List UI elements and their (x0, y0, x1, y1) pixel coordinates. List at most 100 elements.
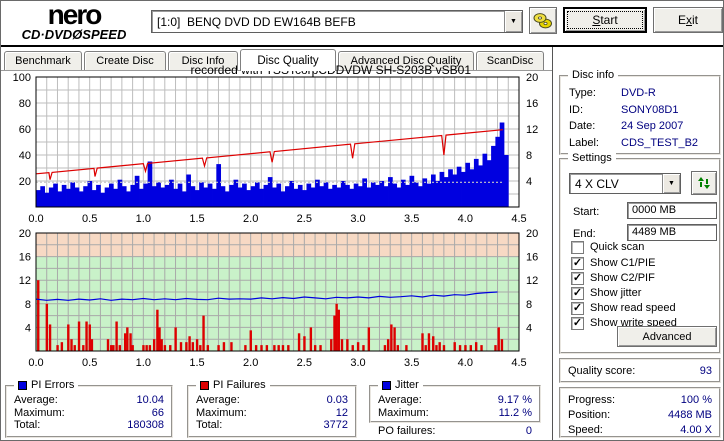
start-position-label: Start: (573, 206, 600, 218)
checkbox-row-show-read-speed[interactable]: ✓ Show read speed (571, 301, 676, 315)
svg-text:4.0: 4.0 (458, 213, 473, 225)
exit-button[interactable]: Exit (653, 7, 723, 33)
svg-text:8: 8 (526, 299, 532, 311)
drive-select[interactable]: [1:0] BENQ DVD DD EW164B BEFB ▼ (151, 10, 523, 33)
svg-text:12: 12 (526, 124, 538, 136)
pi-errors-total: 180308 (127, 419, 164, 432)
jitter-maximum: 11.2 % (498, 406, 532, 419)
advanced-button[interactable]: Advanced (617, 326, 717, 347)
svg-text:1.5: 1.5 (189, 357, 204, 369)
po-failures-row: PO failures: 0 (378, 425, 532, 438)
speed-value: 4.00 X (680, 423, 712, 436)
svg-text:20: 20 (19, 228, 31, 240)
svg-text:1.5: 1.5 (189, 213, 204, 225)
show-c2-pif-checkbox[interactable]: ✓ (571, 271, 584, 285)
disc-date: 24 Sep 2007 (621, 120, 684, 133)
chevron-down-icon[interactable]: ▼ (662, 174, 680, 193)
pi-failures-maximum: 12 (335, 406, 348, 419)
speed-select-value: 4 X CLV (575, 176, 619, 191)
disc-label: CDS_TEST_B2 (621, 136, 699, 149)
svg-text:2.5: 2.5 (297, 213, 312, 225)
svg-text:3.0: 3.0 (350, 357, 365, 369)
quality-score-panel: Quality score: 93 (559, 358, 721, 383)
svg-text:20: 20 (526, 72, 538, 84)
refresh-button[interactable] (691, 171, 717, 195)
nero-logo-word: nero (47, 0, 103, 30)
show-jitter-checkbox[interactable]: ✓ (571, 286, 584, 300)
speed-select[interactable]: 4 X CLV ▼ (569, 173, 681, 194)
progress-value: 100 % (680, 393, 712, 406)
discs-toolbar-button[interactable] (529, 7, 557, 34)
svg-text:1.0: 1.0 (136, 357, 151, 369)
pi-errors-panel: PI Errors Average: 10.04 Maximum: 66 Total… (5, 379, 173, 438)
svg-text:12: 12 (526, 275, 538, 287)
pi-failures-title: PI Failures (213, 379, 266, 391)
header-divider (1, 45, 723, 47)
svg-text:8: 8 (526, 150, 532, 162)
tab-disc-info[interactable]: Disc Info (168, 51, 238, 70)
svg-text:4: 4 (526, 322, 532, 334)
svg-text:2.0: 2.0 (243, 357, 258, 369)
tab-disc-quality[interactable]: Disc Quality (240, 49, 336, 71)
disc-glyph-icon: Ø (72, 27, 83, 42)
svg-text:40: 40 (19, 150, 31, 162)
pi-errors-legend-swatch (18, 380, 27, 390)
pi-errors-title: PI Errors (31, 379, 75, 391)
pi-failures-panel: PI Failures Average: 0.03 Maximum: 12 Tota… (187, 379, 357, 438)
svg-text:100: 100 (13, 72, 31, 84)
show-read-speed-checkbox[interactable]: ✓ (571, 301, 584, 315)
nero-logo-product: CD·DVDØSPEED (21, 27, 127, 42)
svg-text:8: 8 (25, 299, 31, 311)
discs-icon (533, 12, 552, 28)
svg-text:20: 20 (526, 228, 538, 240)
svg-text:1.0: 1.0 (136, 213, 151, 225)
tab-advanced-disc-quality[interactable]: Advanced Disc Quality (338, 51, 474, 70)
svg-text:3.0: 3.0 (350, 213, 365, 225)
pi-failures-average: 0.03 (326, 394, 348, 407)
checkbox-row-quick-scan[interactable]: Quick scan (571, 240, 644, 254)
pi-errors-chart: 20 40 60 80 100 4 8 12 16 20 0.0 0.5 1.0 1.5 2.0 2.5 3.0… (13, 63, 539, 225)
tab-benchmark[interactable]: Benchmark (4, 51, 82, 70)
settings-panel: Settings 4 X CLV ▼ Start: 0000 MB End: 4… (559, 152, 721, 354)
pi-failures-total: 3772 (323, 419, 348, 432)
jitter-title: Jitter (395, 379, 419, 391)
svg-text:80: 80 (19, 98, 31, 110)
refresh-icon (698, 177, 710, 189)
svg-text:4.5: 4.5 (511, 357, 526, 369)
svg-text:16: 16 (526, 252, 538, 264)
pi-failures-legend-swatch (200, 380, 209, 390)
tab-scandisc[interactable]: ScanDisc (476, 51, 544, 70)
svg-text:12: 12 (19, 275, 31, 287)
start-button[interactable]: Start (563, 7, 647, 33)
svg-text:0.5: 0.5 (82, 357, 97, 369)
show-c1-pie-checkbox[interactable]: ✓ (571, 256, 584, 270)
end-position-label: End: (573, 228, 596, 240)
svg-text:0.0: 0.0 (28, 213, 43, 225)
quick-scan-checkbox[interactable] (571, 240, 584, 254)
svg-text:60: 60 (19, 124, 31, 136)
svg-text:16: 16 (526, 98, 538, 110)
pi-errors-maximum: 66 (151, 406, 164, 419)
checkbox-row-show-c1-pie[interactable]: ✓ Show C1/PIE (571, 256, 656, 270)
tab-create-disc[interactable]: Create Disc (84, 51, 166, 70)
jitter-panel: Jitter Average: 9.17 % Maximum: 11.2 % (369, 379, 541, 423)
quality-score-value: 93 (699, 364, 712, 377)
svg-text:4.5: 4.5 (511, 213, 526, 225)
start-position-field[interactable]: 0000 MB (627, 202, 717, 219)
svg-text:0.5: 0.5 (82, 213, 97, 225)
end-position-field[interactable]: 4489 MB (627, 224, 717, 241)
show-write-speed-checkbox[interactable]: ✓ (571, 316, 584, 330)
svg-text:3.5: 3.5 (404, 213, 419, 225)
checkbox-row-show-jitter[interactable]: ✓ Show jitter (571, 286, 642, 300)
svg-text:4: 4 (25, 322, 31, 334)
checkbox-row-show-c2-pif[interactable]: ✓ Show C2/PIF (571, 271, 655, 285)
disc-id: SONY08D1 (621, 103, 679, 116)
svg-text:2.0: 2.0 (243, 213, 258, 225)
svg-text:4: 4 (526, 176, 532, 188)
chevron-down-icon[interactable]: ▼ (504, 11, 522, 32)
settings-title: Settings (572, 152, 612, 164)
position-value: 4488 MB (667, 408, 712, 421)
svg-text:0.0: 0.0 (28, 357, 43, 369)
disc-info-title: Disc info (572, 69, 615, 81)
